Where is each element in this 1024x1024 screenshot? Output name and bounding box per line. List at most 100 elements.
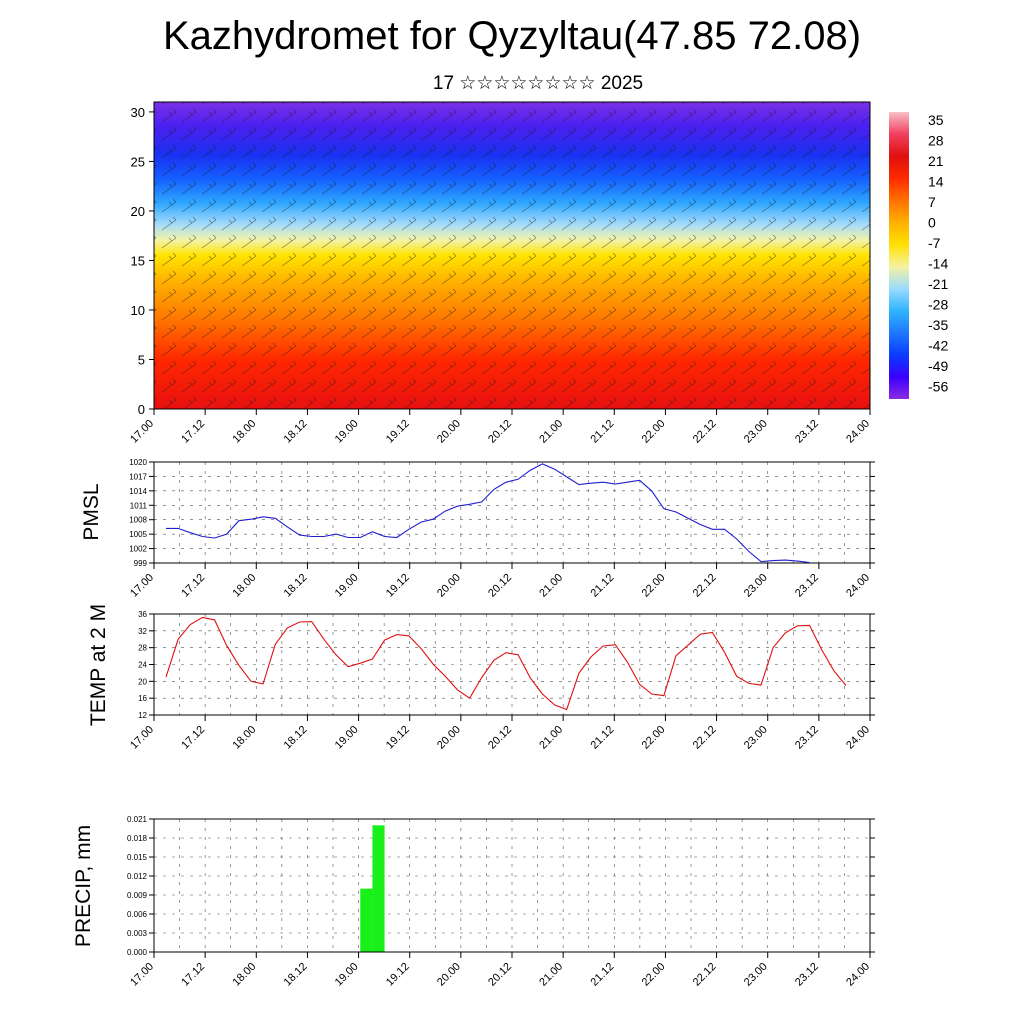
colorbar-label: -7 (928, 235, 941, 251)
x-tick-label: 21.00 (537, 572, 565, 600)
x-tick-label: 19.12 (384, 418, 412, 446)
precip-bar (360, 888, 373, 952)
x-tick-label: 23.12 (793, 961, 821, 989)
temp-x-axis: 17.00 17.12 18.00 18.12 19.00 19.12 20.00 20.12… (128, 715, 872, 752)
precip-bar (372, 825, 385, 952)
y-tick-label: 0.018 (127, 834, 148, 843)
x-tick-label: 22.12 (691, 418, 719, 446)
x-tick-label: 18.00 (230, 724, 258, 752)
pmsl-series-line (166, 463, 810, 564)
y-tick-label: 25 (131, 154, 145, 169)
colorbar-label: -28 (928, 297, 948, 313)
y-tick-label: 10 (131, 303, 145, 318)
x-tick-label: 20.00 (435, 572, 463, 600)
x-tick-label: 18.00 (230, 418, 258, 446)
colorbar-label: -35 (928, 317, 948, 333)
x-tick-label: 17.12 (179, 724, 207, 752)
x-tick-label: 20.12 (486, 724, 514, 752)
x-tick-label: 21.00 (537, 961, 565, 989)
y-tick-label: 16 (138, 694, 147, 703)
y-tick-label: 28 (138, 644, 147, 653)
x-tick-label: 18.00 (230, 572, 258, 600)
y-tick-label: 36 (138, 610, 147, 619)
pmsl-grid (153, 461, 871, 564)
altitude-temperature-panel: 0 5 10 15 20 25 30 17.00 17.12 18.00 18.12 19.00 19… (128, 101, 948, 446)
y-tick-label: 0.012 (127, 872, 148, 881)
y-tick-label: 32 (138, 627, 147, 636)
x-tick-label: 21.12 (588, 724, 616, 752)
x-tick-label: 17.00 (128, 418, 156, 446)
x-tick-label: 23.00 (742, 961, 770, 989)
x-tick-label: 19.00 (333, 572, 361, 600)
y-tick-label: 20 (138, 677, 147, 686)
colorbar-label: -14 (928, 256, 948, 272)
colorbar-label: -49 (928, 358, 948, 374)
x-tick-label: 19.00 (333, 724, 361, 752)
precip-x-axis: 17.00 17.12 18.00 18.12 19.00 19.12 20.00 20.12… (128, 952, 872, 989)
colorbar-label: 21 (928, 153, 944, 169)
heatmap-x-axis: 17.00 17.12 18.00 18.12 19.00 19.12 20.00 20.12… (128, 409, 872, 446)
x-tick-label: 23.12 (793, 572, 821, 600)
temp-grid (153, 613, 871, 716)
x-tick-label: 17.12 (179, 572, 207, 600)
x-tick-label: 18.12 (282, 961, 310, 989)
y-tick-label: 12 (138, 711, 147, 720)
x-tick-label: 22.12 (691, 572, 719, 600)
x-tick-label: 20.12 (486, 418, 514, 446)
colorbar-label: 35 (928, 112, 944, 128)
x-tick-label: 17.00 (128, 724, 156, 752)
y-tick-label: 0.006 (127, 910, 148, 919)
y-tick-label: 0.003 (127, 929, 148, 938)
x-tick-label: 24.00 (844, 724, 872, 752)
x-tick-label: 18.12 (282, 724, 310, 752)
colorbar-label: 14 (928, 174, 944, 190)
x-tick-label: 22.00 (640, 724, 668, 752)
x-tick-label: 17.00 (128, 961, 156, 989)
x-tick-label: 17.12 (179, 961, 207, 989)
x-tick-label: 18.12 (282, 418, 310, 446)
temp-series-line (165, 616, 847, 711)
y-tick-label: 1017 (129, 472, 147, 481)
x-tick-label: 23.12 (793, 724, 821, 752)
x-tick-label: 18.12 (282, 572, 310, 600)
y-tick-label: 0 (138, 402, 145, 417)
x-tick-label: 18.00 (230, 961, 258, 989)
pmsl-y-axis: 999 1002 1005 1008 1011 1014 1017 1020 (129, 458, 875, 568)
y-tick-label: 30 (131, 105, 145, 120)
x-tick-label: 22.12 (691, 961, 719, 989)
x-tick-label: 20.00 (435, 961, 463, 989)
x-tick-label: 19.12 (384, 572, 412, 600)
x-tick-label: 21.12 (588, 418, 616, 446)
x-tick-label: 22.00 (640, 572, 668, 600)
y-tick-label: 0.009 (127, 891, 148, 900)
precip-bars (360, 825, 385, 952)
temp-y-axis: 12 16 20 24 28 32 36 (138, 610, 875, 720)
x-tick-label: 20.00 (435, 418, 463, 446)
pmsl-x-axis: 17.00 17.12 18.00 18.12 19.00 19.12 20.00 20.12… (128, 563, 872, 600)
page-title: Kazhydromet for Qyzyltau(47.85 72.08) (162, 14, 862, 58)
colorbar: 35 28 21 14 7 0 -7 -14 -21 -28 -35 -42 -49 -56 (889, 112, 948, 399)
x-tick-label: 22.00 (640, 961, 668, 989)
colorbar-label: 0 (928, 215, 936, 231)
y-tick-label: 24 (138, 661, 147, 670)
x-tick-label: 23.12 (793, 418, 821, 446)
y-tick-label: 999 (134, 559, 148, 568)
x-tick-label: 19.12 (384, 961, 412, 989)
colorbar-label: -56 (928, 379, 948, 395)
colorbar-label: 28 (928, 133, 944, 149)
x-tick-label: 22.00 (640, 418, 668, 446)
heatmap-y-axis: 0 5 10 15 20 25 30 (131, 105, 154, 417)
x-tick-label: 17.12 (179, 418, 207, 446)
precip-panel: 0.000 0.003 0.006 0.009 0.012 0.015 0.018 0.021… (72, 815, 875, 989)
x-tick-label: 17.00 (128, 572, 156, 600)
x-tick-label: 23.00 (742, 572, 770, 600)
page-subtitle: 17 ☆☆☆☆☆☆☆☆ 2025 (432, 73, 644, 94)
colorbar-label: 7 (928, 194, 936, 210)
y-tick-label: 1011 (130, 501, 148, 510)
x-tick-label: 20.12 (486, 961, 514, 989)
pmsl-y-label: PMSL (80, 483, 103, 540)
y-tick-label: 1020 (129, 458, 147, 467)
x-tick-label: 20.12 (486, 572, 514, 600)
